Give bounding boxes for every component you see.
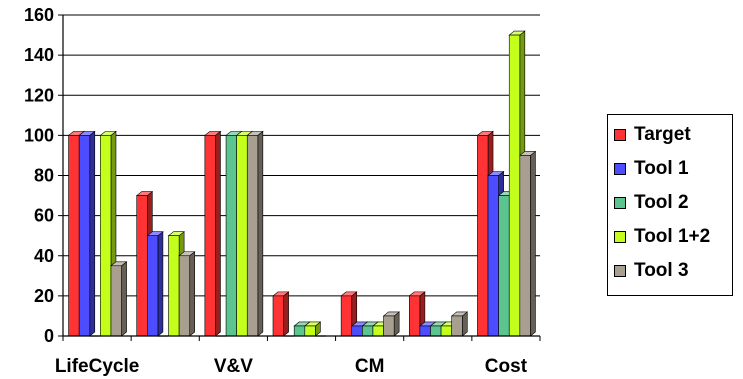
- legend-swatch: [614, 129, 626, 141]
- bar-tool-3: [246, 130, 264, 337]
- y-tick-label: 60: [34, 206, 54, 226]
- x-axis-category-labels: LifeCycle V&V CM Cost: [55, 356, 528, 377]
- x-category-label: V&V: [214, 356, 253, 377]
- legend-item: Tool 3: [614, 259, 689, 283]
- x-category-label: Cost: [485, 356, 528, 377]
- gridlines: [63, 14, 540, 297]
- bar-tool-3: [450, 311, 469, 337]
- legend-label: Tool 2: [634, 192, 689, 213]
- y-axis-tick-labels: 0 20 40 60 80 100 120 140 160: [24, 5, 63, 346]
- bar-tool-3: [518, 150, 537, 337]
- legend-swatch: [614, 163, 626, 175]
- bar-tool-3: [382, 311, 400, 337]
- legend-label: Tool 1: [634, 158, 689, 179]
- legend-item: Tool 2: [614, 191, 689, 215]
- y-tick-label: 20: [34, 286, 54, 306]
- x-category-label: LifeCycle: [55, 356, 139, 377]
- legend-label: Target: [634, 124, 691, 145]
- legend-item: Tool 1: [614, 157, 689, 181]
- legend-item: Target: [614, 123, 691, 147]
- y-tick-label: 120: [24, 85, 54, 105]
- legend-swatch: [614, 197, 626, 209]
- legend-swatch: [614, 265, 626, 277]
- y-tick-label: 160: [24, 5, 54, 25]
- legend-label: Tool 1+2: [634, 226, 711, 247]
- bar-tool-1: [146, 231, 164, 337]
- y-tick-label: 100: [24, 125, 54, 145]
- bar-target: [272, 291, 290, 337]
- y-tick-label: 80: [34, 166, 54, 186]
- y-tick-label: 140: [24, 45, 54, 65]
- axes: [62, 15, 541, 341]
- y-tick-label: 40: [34, 246, 54, 266]
- x-category-label: CM: [355, 356, 385, 377]
- legend: Target Tool 1 Tool 2 Tool 1+2 Tool 3: [607, 114, 733, 296]
- bar-target: [204, 130, 222, 337]
- legend-label: Tool 3: [634, 260, 689, 281]
- bars: [67, 30, 537, 337]
- y-tick-label: 0: [44, 326, 54, 346]
- bar-tool-3: [110, 261, 128, 337]
- bar-tool-1: [78, 130, 96, 337]
- bar-tool-1-2: [303, 321, 322, 337]
- legend-swatch: [614, 231, 626, 243]
- bar-tool-3: [178, 251, 196, 337]
- legend-item: Tool 1+2: [614, 225, 710, 249]
